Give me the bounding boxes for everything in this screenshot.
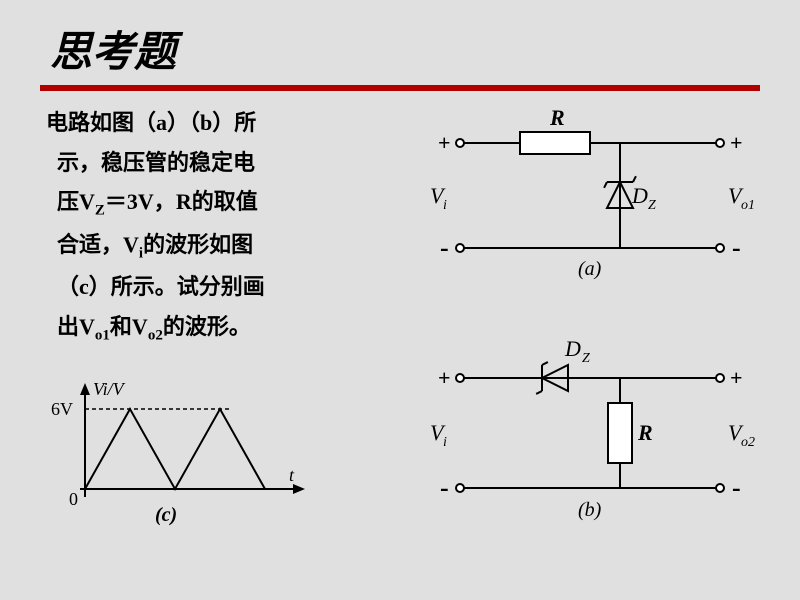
svg-text:o1: o1 bbox=[741, 198, 755, 213]
text: ）所 bbox=[212, 110, 256, 135]
svg-text:(c): (c) bbox=[155, 504, 177, 526]
waveform-svg: Vi/V 6V 0 t (c) bbox=[40, 369, 310, 529]
text: 的波形如图 bbox=[143, 232, 253, 257]
svg-text:+: + bbox=[730, 365, 743, 390]
circuit-a: ++--RDZViVo1(a) bbox=[400, 103, 760, 298]
text: 合适， bbox=[57, 232, 123, 257]
waveform-chart: Vi/V 6V 0 t (c) bbox=[40, 369, 380, 534]
svg-text:+: + bbox=[730, 130, 743, 155]
svg-text:6V: 6V bbox=[51, 399, 73, 419]
svg-text:-: - bbox=[732, 233, 741, 262]
vz-sub: Z bbox=[95, 203, 105, 219]
problem-statement: 电路如图（a）（b）所 示，稳压管的稳定电 压VZ＝3V，R的取值 合适，Vi的… bbox=[40, 103, 380, 349]
r-symbol: R bbox=[176, 189, 192, 214]
svg-text:D: D bbox=[631, 183, 648, 208]
circuit-b-svg: ++--DZRViVo2(b) bbox=[400, 328, 760, 528]
label-c: c bbox=[79, 274, 89, 299]
text: 的波形。 bbox=[163, 314, 251, 339]
text: ）（ bbox=[167, 110, 200, 135]
text: 出 bbox=[57, 314, 79, 339]
svg-text:-: - bbox=[440, 473, 449, 502]
svg-text:+: + bbox=[438, 365, 451, 390]
svg-text:Z: Z bbox=[648, 198, 656, 213]
svg-text:0: 0 bbox=[69, 489, 78, 509]
svg-text:R: R bbox=[549, 105, 565, 130]
vi-symbol: V bbox=[123, 232, 139, 257]
vo1-symbol: V bbox=[79, 314, 95, 339]
svg-text:t: t bbox=[289, 465, 295, 485]
svg-text:o2: o2 bbox=[741, 435, 755, 450]
svg-text:Z: Z bbox=[582, 351, 590, 366]
svg-text:i: i bbox=[443, 435, 447, 450]
svg-text:i: i bbox=[443, 198, 447, 213]
text: 压 bbox=[57, 189, 79, 214]
label-a: a bbox=[156, 110, 167, 135]
svg-text:(a): (a) bbox=[578, 258, 602, 280]
text: 的取值 bbox=[192, 189, 258, 214]
vo2-sub: o2 bbox=[148, 327, 163, 343]
label-b: b bbox=[200, 110, 212, 135]
svg-text:-: - bbox=[732, 473, 741, 502]
vo1-sub: o1 bbox=[95, 327, 110, 343]
svg-text:D: D bbox=[564, 336, 581, 361]
text: ）所示。试分别画 bbox=[89, 274, 265, 299]
svg-text:Vi/V: Vi/V bbox=[93, 379, 126, 399]
page-title: 思考题 bbox=[0, 0, 800, 85]
circuit-a-svg: ++--RDZViVo1(a) bbox=[400, 103, 760, 293]
text: 和 bbox=[110, 314, 132, 339]
svg-text:-: - bbox=[440, 233, 449, 262]
text: 电路如图（ bbox=[46, 110, 156, 135]
svg-text:+: + bbox=[438, 130, 451, 155]
circuit-b: ++--DZRViVo2(b) bbox=[400, 328, 760, 533]
title-underline bbox=[40, 85, 760, 91]
vz-symbol: V bbox=[79, 189, 95, 214]
right-column: ++--RDZViVo1(a) ++--DZRViVo2(b) bbox=[400, 103, 760, 563]
svg-text:(b): (b) bbox=[578, 499, 602, 521]
text: （ bbox=[57, 274, 79, 299]
content-area: 电路如图（a）（b）所 示，稳压管的稳定电 压VZ＝3V，R的取值 合适，Vi的… bbox=[0, 103, 800, 563]
left-column: 电路如图（a）（b）所 示，稳压管的稳定电 压VZ＝3V，R的取值 合适，Vi的… bbox=[40, 103, 380, 563]
text: 示，稳压管的稳定电 bbox=[57, 150, 255, 175]
vo2-symbol: V bbox=[132, 314, 148, 339]
eq3v: ＝3V， bbox=[105, 189, 176, 214]
svg-text:R: R bbox=[637, 420, 653, 445]
